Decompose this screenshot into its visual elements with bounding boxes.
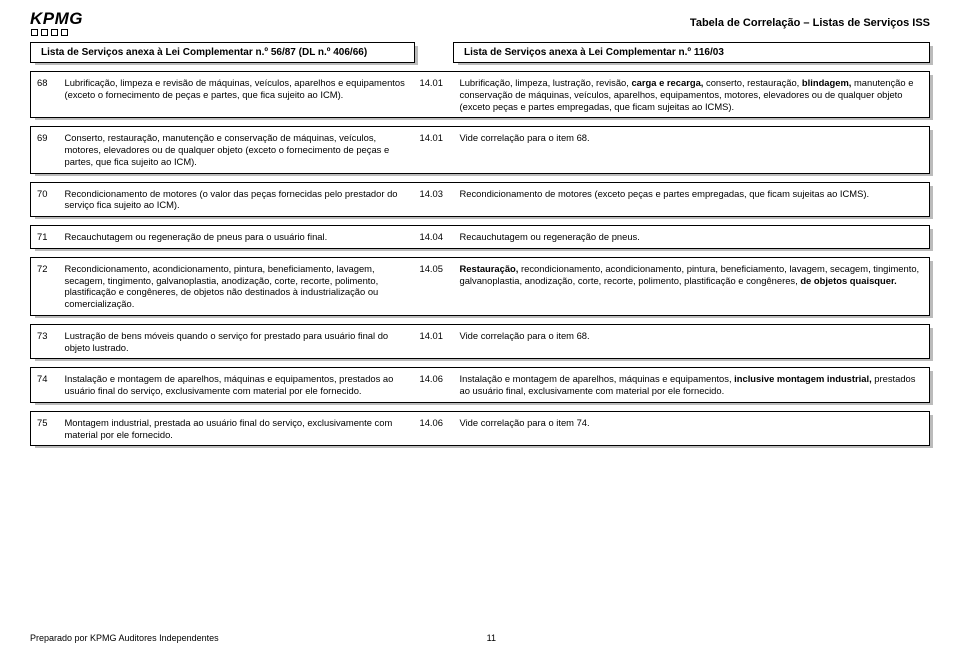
left-item-number: 70 — [31, 182, 59, 217]
right-item-text: Vide correlação para o item 68. — [454, 324, 930, 359]
left-item-text: Lubrificação, limpeza e revisão de máqui… — [59, 72, 414, 118]
footer: Preparado por KPMG Auditores Independent… — [30, 633, 930, 643]
text: Vide correlação para o item 68. — [460, 132, 590, 143]
right-item-number: 14.06 — [414, 368, 454, 403]
left-item-text: Montagem industrial, prestada ao usuário… — [59, 411, 414, 446]
right-item-text: Recauchutagem ou regeneração de pneus. — [454, 226, 930, 249]
right-item-text: Instalação e montagem de aparelhos, máqu… — [454, 368, 930, 403]
left-item-text: Conserto, restauração, manutenção e cons… — [59, 127, 414, 173]
right-item-number: 14.06 — [414, 411, 454, 446]
text: Vide correlação para o item 68. — [460, 330, 590, 341]
text: Instalação e montagem de aparelhos, máqu… — [460, 373, 735, 384]
table-row: 72Recondicionamento, acondicionamento, p… — [30, 257, 930, 316]
right-item-number: 14.01 — [414, 324, 454, 359]
bold-text: de objetos quaisquer. — [800, 275, 896, 286]
right-item-number: 14.01 — [414, 72, 454, 118]
left-item-number: 75 — [31, 411, 59, 446]
text: Recondicionamento de motores (exceto peç… — [460, 188, 870, 199]
table-row: 69Conserto, restauração, manutenção e co… — [30, 126, 930, 173]
text: Lubrificação, limpeza, lustração, revisã… — [460, 77, 632, 88]
page-number: 11 — [487, 633, 496, 643]
text: Vide correlação para o item 74. — [460, 417, 590, 428]
table-row: 70Recondicionamento de motores (o valor … — [30, 182, 930, 218]
bold-text: Restauração, — [460, 263, 519, 274]
left-item-number: 74 — [31, 368, 59, 403]
right-item-text: Vide correlação para o item 68. — [454, 127, 930, 173]
left-item-text: Recondicionamento de motores (o valor da… — [59, 182, 414, 217]
right-item-text: Vide correlação para o item 74. — [454, 411, 930, 446]
table-row: 73Lustração de bens móveis quando o serv… — [30, 324, 930, 360]
left-item-number: 68 — [31, 72, 59, 118]
left-item-number: 73 — [31, 324, 59, 359]
text: Recauchutagem ou regeneração de pneus. — [460, 231, 640, 242]
bold-text: inclusive montagem industrial, — [734, 373, 872, 384]
left-item-text: Lustração de bens móveis quando o serviç… — [59, 324, 414, 359]
text: conserto, restauração, — [703, 77, 802, 88]
page: KPMG Tabela de Correlação – Listas de Se… — [0, 0, 960, 651]
left-item-number: 72 — [31, 257, 59, 315]
right-item-number: 14.05 — [414, 257, 454, 315]
right-item-text: Lubrificação, limpeza, lustração, revisã… — [454, 72, 930, 118]
header-right: Lista de Serviços anexa à Lei Complement… — [453, 42, 930, 63]
right-item-number: 14.01 — [414, 127, 454, 173]
table-row: 68Lubrificação, limpeza e revisão de máq… — [30, 71, 930, 118]
right-item-number: 14.04 — [414, 226, 454, 249]
column-headers: Lista de Serviços anexa à Lei Complement… — [30, 42, 930, 63]
logo: KPMG — [30, 10, 83, 36]
left-item-number: 69 — [31, 127, 59, 173]
left-item-text: Instalação e montagem de aparelhos, máqu… — [59, 368, 414, 403]
prepared-by: Preparado por KPMG Auditores Independent… — [30, 633, 219, 643]
right-item-number: 14.03 — [414, 182, 454, 217]
left-item-text: Recauchutagem ou regeneração de pneus pa… — [59, 226, 414, 249]
left-item-number: 71 — [31, 226, 59, 249]
left-item-text: Recondicionamento, acondicionamento, pin… — [59, 257, 414, 315]
bold-text: carga e recarga, — [631, 77, 703, 88]
rows-container: 68Lubrificação, limpeza e revisão de máq… — [30, 71, 930, 446]
table-row: 74Instalação e montagem de aparelhos, má… — [30, 367, 930, 403]
logo-text: KPMG — [30, 10, 83, 27]
table-row: 71Recauchutagem ou regeneração de pneus … — [30, 225, 930, 249]
logo-squares — [31, 29, 83, 36]
right-item-text: Recondicionamento de motores (exceto peç… — [454, 182, 930, 217]
table-row: 75Montagem industrial, prestada ao usuár… — [30, 411, 930, 447]
header-left: Lista de Serviços anexa à Lei Complement… — [30, 42, 415, 63]
document-title: Tabela de Correlação – Listas de Serviço… — [690, 17, 930, 29]
right-item-text: Restauração, recondicionamento, acondici… — [454, 257, 930, 315]
top-row: KPMG Tabela de Correlação – Listas de Se… — [30, 10, 930, 36]
bold-text: blindagem, — [802, 77, 851, 88]
